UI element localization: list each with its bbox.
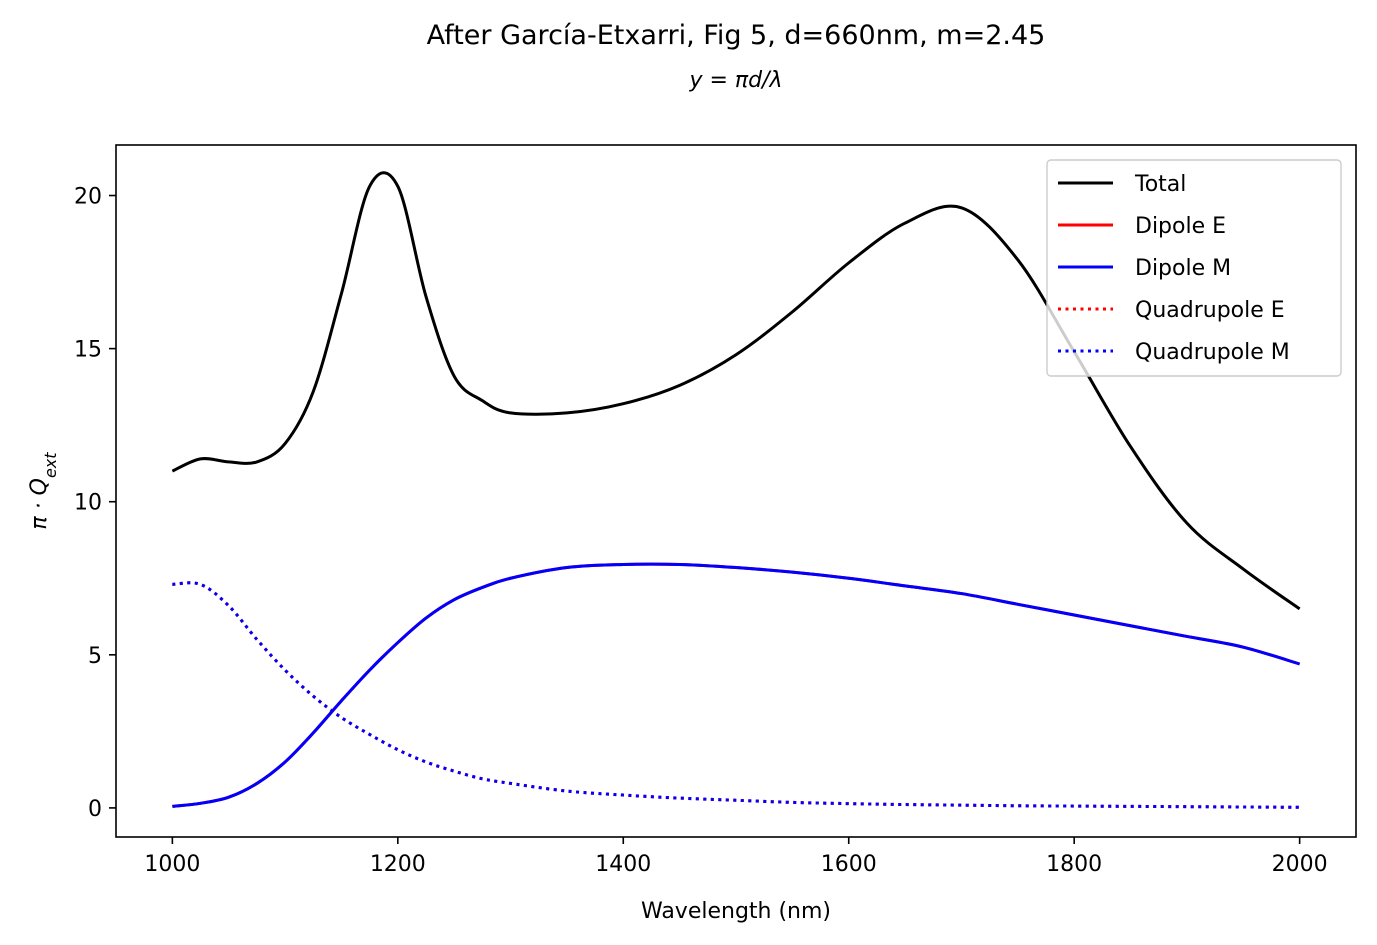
y-tick-label: 0	[88, 797, 102, 822]
x-tick-label: 1000	[144, 852, 200, 877]
y-tick-label: 10	[74, 491, 102, 516]
legend-label: Quadrupole E	[1135, 298, 1285, 323]
x-tick-label: 1400	[595, 852, 651, 877]
legend: Total Dipole E Dipole M Quadrupole E Quadrup…	[1046, 159, 1342, 377]
top-axis-label: y = πd/λ	[688, 68, 782, 93]
x-axis-label: Wavelength (nm)	[641, 899, 831, 924]
x-tick-label: 1800	[1046, 852, 1102, 877]
series-line-3	[172, 562, 1301, 808]
legend-label: Total	[1134, 172, 1186, 197]
y-tick-label: 5	[88, 644, 102, 669]
legend-label: Quadrupole M	[1135, 340, 1290, 365]
legend-label: Dipole E	[1135, 214, 1226, 239]
chart-title: After García-Etxarri, Fig 5, d=660nm, m=…	[427, 20, 1046, 51]
legend-label: Dipole M	[1135, 256, 1231, 281]
x-axis: 1000 1200 1400 1600 1800 2000	[144, 837, 1328, 877]
x-tick-label: 1200	[370, 852, 426, 877]
x-tick-label: 2000	[1272, 852, 1328, 877]
y-tick-label: 15	[74, 338, 102, 363]
x-tick-label: 1600	[821, 852, 877, 877]
plot-frame	[115, 144, 1357, 838]
y-axis: 0 5 10 15 20	[74, 185, 116, 822]
y-tick-label: 20	[74, 185, 102, 210]
legend-frame	[1046, 159, 1342, 377]
series-line-5	[172, 581, 1300, 809]
